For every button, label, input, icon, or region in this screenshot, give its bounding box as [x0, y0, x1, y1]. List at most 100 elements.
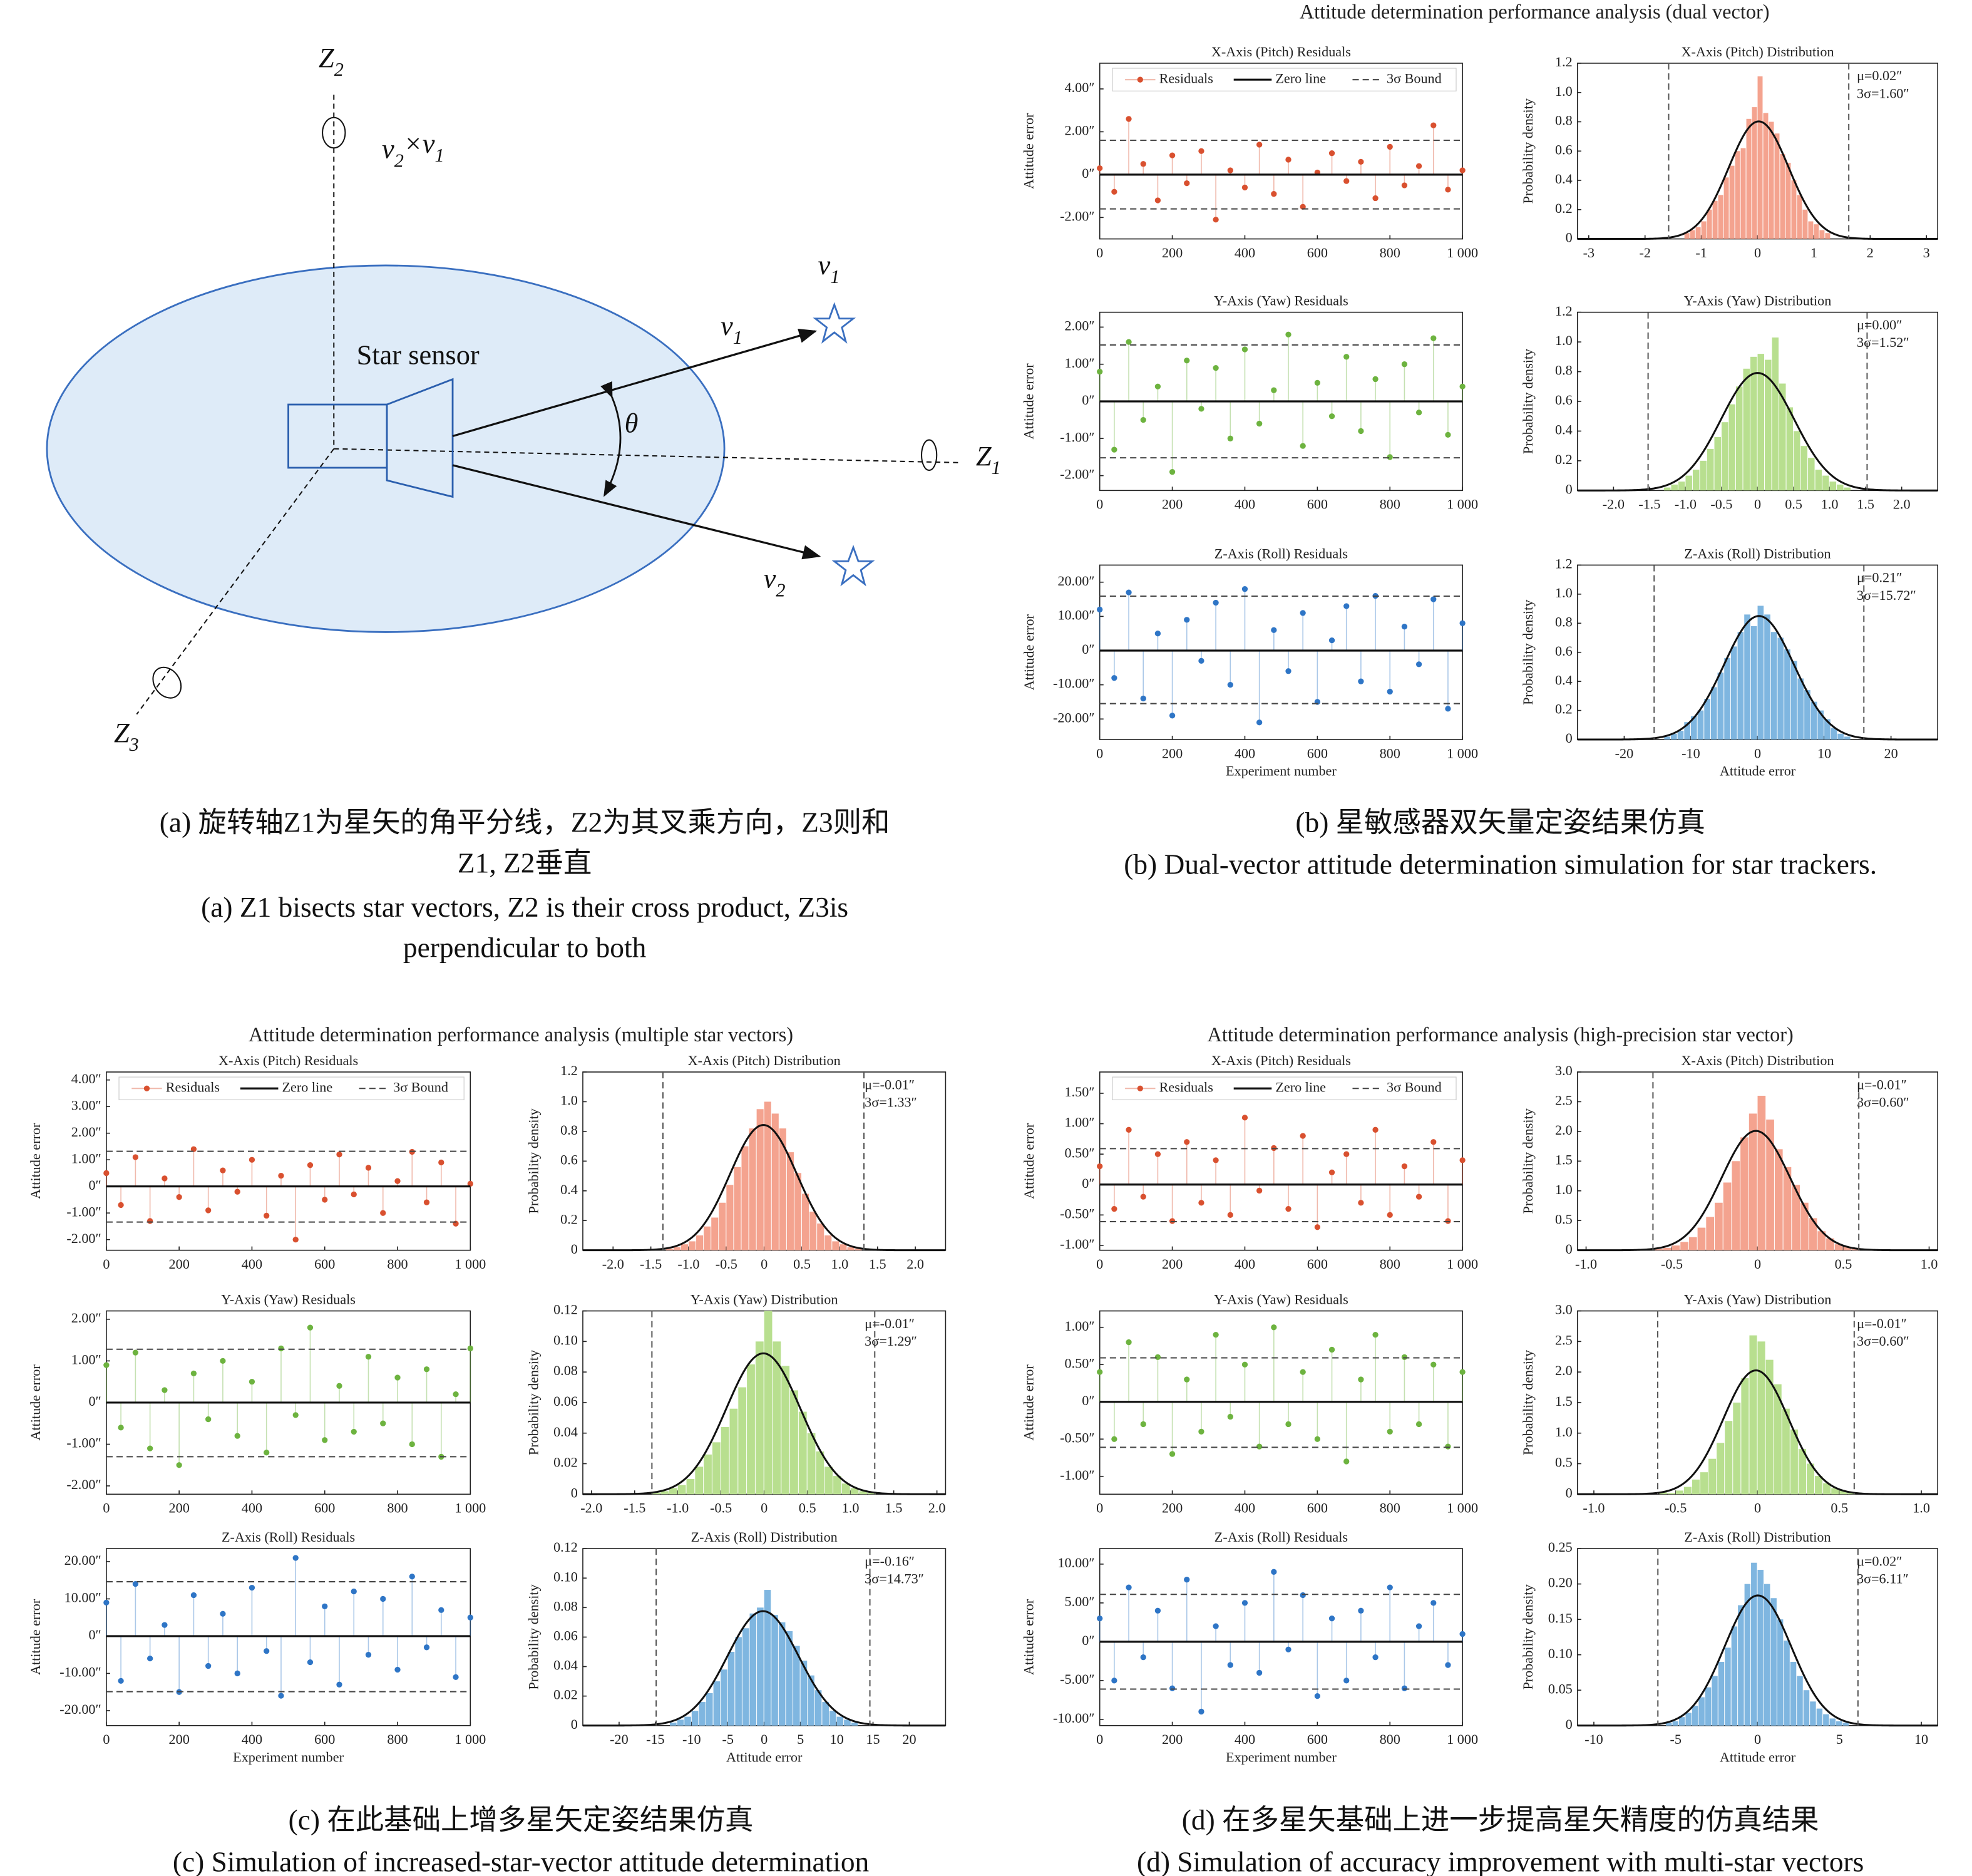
hist-bar — [1730, 646, 1737, 740]
residual-point — [1241, 1361, 1248, 1368]
residual-point — [322, 1603, 328, 1609]
residual-point — [205, 1662, 212, 1669]
label-main: θ — [625, 408, 639, 439]
y-tick-label: 0.06 — [553, 1628, 578, 1644]
residual-point — [1372, 1126, 1379, 1133]
residual-point — [1271, 627, 1277, 633]
hist-bar — [1732, 1161, 1740, 1250]
x-axis-label: Attitude error — [726, 1749, 803, 1765]
hist-bar — [735, 1637, 742, 1726]
residual-point — [1097, 1369, 1103, 1375]
residual-point — [1459, 1631, 1466, 1637]
star-2 — [831, 545, 875, 587]
hist-bar — [1777, 637, 1784, 740]
x-tick-label: 800 — [1380, 745, 1400, 761]
vector-v1 — [452, 329, 818, 438]
x-tick-label: 200 — [1162, 1256, 1183, 1272]
hist-bar — [721, 1669, 727, 1726]
chart-title: Z-Axis (Roll) Residuals — [1215, 545, 1348, 561]
x-tick-label: 600 — [314, 1256, 335, 1272]
y-tick-label: -2.00″ — [66, 1230, 101, 1246]
y-tick-label: 0.50″ — [1065, 1145, 1095, 1160]
residual-point — [1343, 178, 1350, 184]
residual-point — [1271, 1324, 1277, 1331]
residual-point — [1271, 1569, 1277, 1575]
x-tick-label: -2.0 — [1603, 497, 1625, 512]
residual-point — [409, 1441, 415, 1448]
hist-bar — [764, 1311, 773, 1495]
hist-bar — [1701, 221, 1707, 239]
residual-point — [380, 1595, 386, 1602]
sigma-label: 3σ=1.52″ — [1857, 334, 1909, 350]
x-tick-label: 600 — [1307, 745, 1328, 761]
residual-point — [1401, 624, 1408, 630]
residual-point — [1111, 1678, 1117, 1684]
residual-point — [351, 1588, 357, 1595]
hist-bar — [779, 1128, 786, 1250]
hist-bar — [1763, 113, 1769, 239]
label-sub: 3 — [129, 734, 139, 755]
residual-point — [1445, 431, 1451, 438]
residual-point — [1111, 188, 1117, 195]
legend-label: Zero line — [282, 1079, 332, 1095]
residual-point — [1227, 1662, 1233, 1668]
hist-bar — [673, 1247, 680, 1250]
hist-bar — [1677, 731, 1684, 740]
hist-bar — [1744, 1584, 1751, 1726]
hist-bar — [1829, 482, 1837, 491]
hist-bar — [808, 1675, 814, 1726]
x-tick-label: 1 000 — [1447, 1256, 1478, 1272]
residual-point — [1300, 1592, 1306, 1599]
y-axis-label: Probability density — [525, 1108, 541, 1214]
residual-point — [190, 1146, 197, 1152]
hist-bar — [1692, 470, 1700, 491]
residual-point — [292, 1237, 299, 1243]
hist-bar — [747, 1364, 755, 1495]
hist-bar — [734, 1167, 741, 1250]
hist-bar — [704, 1454, 712, 1495]
residual-point — [1445, 706, 1451, 712]
y-tick-label: 0″ — [1082, 1632, 1094, 1648]
x-tick-label: 400 — [242, 1256, 262, 1272]
hist-bar — [1826, 1238, 1834, 1250]
residual-point — [1343, 1458, 1350, 1465]
residual-point — [1213, 599, 1219, 606]
hist-bar — [778, 1622, 786, 1726]
hist-bar — [1697, 1227, 1706, 1250]
sensor-lens — [386, 378, 454, 498]
residual-point — [1126, 589, 1132, 595]
hist-bar — [719, 1202, 726, 1250]
hist-bar — [798, 1411, 807, 1495]
residual-point — [234, 1433, 240, 1439]
x-tick-label: -1.0 — [1675, 497, 1697, 512]
residual-point — [103, 1599, 110, 1606]
y-tick-label: -0.50″ — [1060, 1430, 1094, 1445]
y-tick-label: -5.00″ — [1060, 1671, 1094, 1687]
residual-point — [190, 1592, 197, 1599]
x-axis-label: Experiment number — [233, 1749, 344, 1765]
residual-point — [336, 1383, 342, 1389]
y-tick-label: 0 — [1566, 1241, 1573, 1257]
label-v2: v2 — [764, 563, 786, 601]
hist-bar — [1842, 1723, 1849, 1726]
residual-point — [1213, 1623, 1219, 1629]
hist-bar — [1664, 736, 1670, 740]
x-tick-label: 1.0 — [831, 1256, 849, 1272]
hist-bar — [1733, 1402, 1741, 1495]
x-tick-label: -10 — [1682, 745, 1700, 761]
residual-point — [1126, 1339, 1132, 1346]
hist-bar — [1816, 1708, 1823, 1726]
x-tick-label: 0.5 — [1835, 1256, 1852, 1272]
y-tick-label: 20.00″ — [64, 1552, 101, 1568]
residual-point — [1445, 1443, 1451, 1450]
hist-bar — [1757, 76, 1763, 239]
hist-bar — [822, 1702, 829, 1726]
residual-point — [162, 1622, 168, 1628]
x-tick-label: 1 000 — [1447, 745, 1478, 761]
hist-bar — [1772, 337, 1779, 491]
y-tick-label: -0.50″ — [1060, 1205, 1094, 1221]
label-v1: v1 — [721, 310, 742, 348]
hist-bar — [1819, 230, 1825, 239]
chart-title: Y-Axis (Yaw) Residuals — [221, 1292, 356, 1307]
x-tick-label: 0 — [1096, 245, 1103, 260]
